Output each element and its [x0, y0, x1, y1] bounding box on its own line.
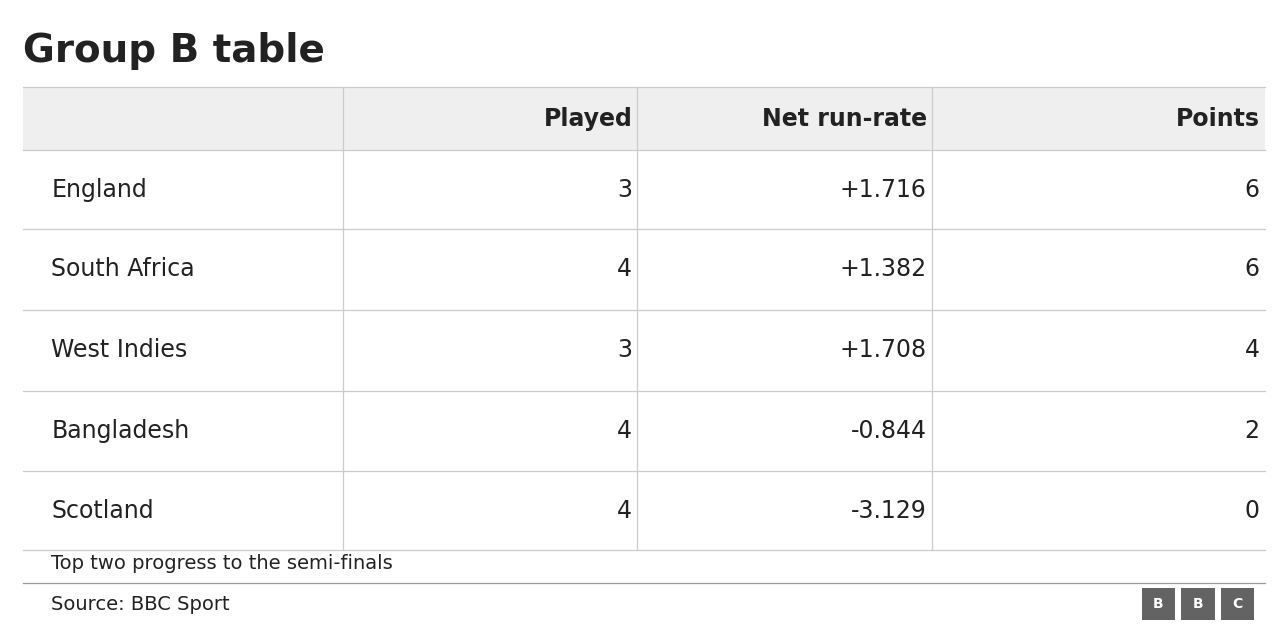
Text: +1.708: +1.708: [840, 338, 927, 362]
Text: Source: BBC Sport: Source: BBC Sport: [51, 595, 230, 614]
Bar: [1142, 588, 1175, 620]
Text: Played: Played: [544, 107, 632, 131]
Text: Net run-rate: Net run-rate: [762, 107, 927, 131]
Text: 2: 2: [1244, 419, 1260, 443]
Text: -0.844: -0.844: [851, 419, 927, 443]
Text: England: England: [51, 178, 147, 202]
Text: B: B: [1153, 597, 1164, 611]
Text: West Indies: West Indies: [51, 338, 187, 362]
Text: 6: 6: [1244, 257, 1260, 281]
Text: Group B table: Group B table: [23, 32, 325, 70]
Text: South Africa: South Africa: [51, 257, 195, 281]
Bar: [23, 87, 1265, 150]
Text: +1.382: +1.382: [840, 257, 927, 281]
Text: 4: 4: [1244, 338, 1260, 362]
Text: 3: 3: [617, 178, 632, 202]
Text: Points: Points: [1175, 107, 1260, 131]
Text: Bangladesh: Bangladesh: [51, 419, 189, 443]
Bar: [1221, 588, 1254, 620]
Text: Top two progress to the semi-finals: Top two progress to the semi-finals: [51, 554, 393, 573]
Text: B: B: [1193, 597, 1203, 611]
Text: 4: 4: [617, 419, 632, 443]
Text: 3: 3: [617, 338, 632, 362]
Text: Scotland: Scotland: [51, 499, 154, 523]
Text: 4: 4: [617, 257, 632, 281]
Bar: [1181, 588, 1215, 620]
Text: +1.716: +1.716: [840, 178, 927, 202]
Text: 4: 4: [617, 499, 632, 523]
Text: C: C: [1233, 597, 1243, 611]
Text: -3.129: -3.129: [851, 499, 927, 523]
Text: 6: 6: [1244, 178, 1260, 202]
Text: 0: 0: [1244, 499, 1260, 523]
